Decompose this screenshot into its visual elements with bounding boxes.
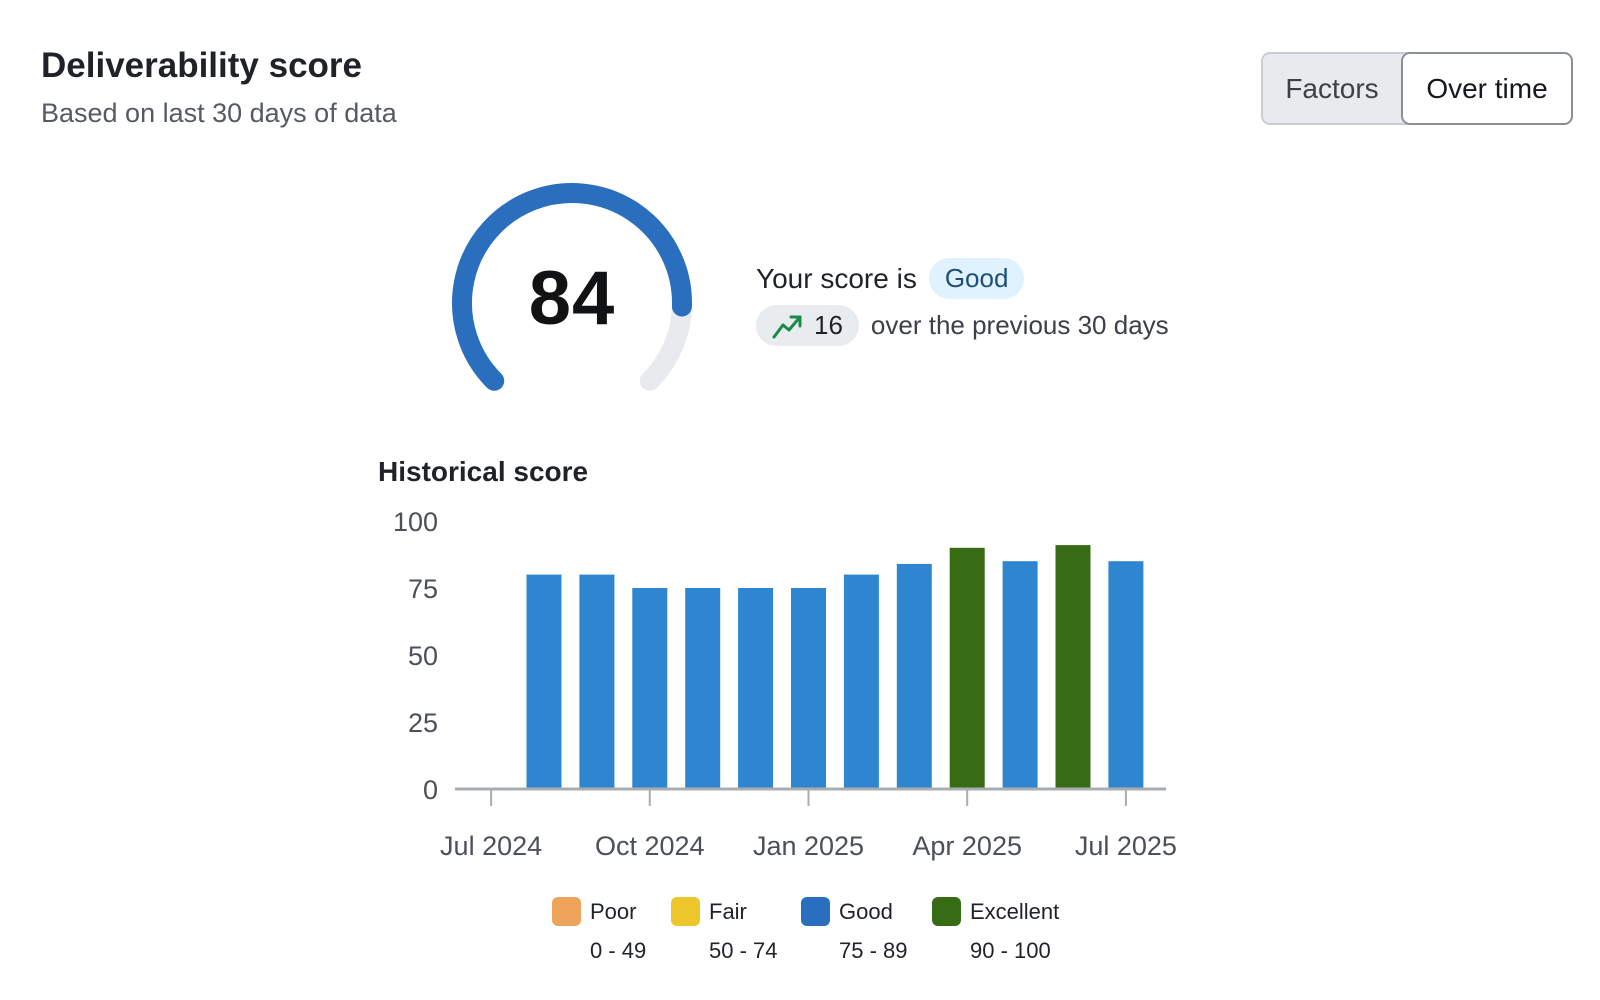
chart-bar: [579, 574, 615, 789]
y-tick-label: 25: [408, 708, 438, 738]
historical-score-title: Historical score: [378, 456, 589, 487]
legend-swatch: [671, 897, 700, 926]
x-tick-label: Apr 2025: [912, 831, 1022, 861]
page-subtitle: Based on last 30 days of data: [41, 98, 397, 128]
score-delta-value: 16: [814, 310, 843, 340]
y-tick-label: 50: [408, 641, 438, 671]
chart-bar: [791, 588, 826, 789]
chart-bar: [1002, 561, 1038, 789]
y-tick-label: 0: [423, 775, 438, 805]
score-delta-caption: over the previous 30 days: [870, 310, 1169, 340]
legend-swatch: [552, 897, 581, 926]
trend-up-icon: [772, 315, 802, 338]
legend-item-head: Good: [801, 897, 932, 926]
legend-label: Good: [839, 898, 893, 924]
score-rating-badge: Good: [928, 258, 1025, 299]
score-value: 84: [528, 256, 616, 341]
score-delta-badge: 16: [756, 305, 859, 346]
chart-bar: [738, 588, 774, 789]
chart-bar: [843, 574, 879, 789]
legend-label: Fair: [709, 898, 747, 924]
legend-swatch: [801, 897, 830, 926]
x-tick-label: Jul 2025: [1075, 831, 1177, 861]
legend-item-fair: Fair 50 - 74: [671, 897, 801, 964]
legend-swatch: [932, 897, 961, 926]
chart-bar: [1055, 545, 1091, 789]
legend-label: Poor: [590, 898, 637, 924]
chart-bar: [1108, 561, 1144, 789]
chart-bar: [632, 588, 668, 789]
y-tick-label: 75: [408, 574, 438, 604]
page-title: Deliverability score: [41, 46, 362, 85]
chart-bar: [685, 588, 721, 789]
legend-item-head: Fair: [671, 897, 801, 926]
score-summary: Your score is Good: [756, 258, 1025, 299]
score-legend: Poor 0 - 49 Fair 50 - 74 Good 75 - 89 Excellen…: [552, 897, 1072, 964]
legend-range: 75 - 89: [839, 938, 908, 963]
x-tick-label: Jul 2024: [440, 831, 542, 861]
legend-item-head: Excellent: [932, 897, 1072, 926]
view-toggle: Factors Over time: [1261, 52, 1573, 125]
chart-bar: [949, 547, 985, 789]
gauge-fill: [452, 183, 692, 391]
legend-item-good: Good 75 - 89: [801, 897, 932, 964]
legend-range: 50 - 74: [709, 938, 778, 963]
y-tick-label: 100: [393, 507, 438, 537]
score-change: 16 over the previous 30 days: [756, 305, 1169, 346]
historical-score-chart: 0 25 50 75 100 Jul 2024 Oct 2024 Jan 2025 Apr 20…: [393, 507, 1177, 861]
legend-label: Excellent: [970, 898, 1060, 924]
x-tick-label: Jan 2025: [753, 831, 864, 861]
chart-bar: [896, 563, 932, 789]
x-tick-label: Oct 2024: [595, 831, 705, 861]
chart-bar: [526, 574, 562, 789]
legend-item-excellent: Excellent 90 - 100: [932, 897, 1072, 964]
legend-range: 0 - 49: [590, 938, 647, 963]
legend-item-head: Poor: [552, 897, 671, 926]
score-prefix: Your score is: [756, 262, 917, 294]
legend-item-poor: Poor 0 - 49: [552, 897, 671, 964]
factors-tab[interactable]: Factors: [1285, 72, 1379, 104]
over-time-tab[interactable]: Over time: [1401, 52, 1573, 125]
score-gauge: [452, 183, 692, 391]
legend-range: 90 - 100: [970, 938, 1051, 963]
